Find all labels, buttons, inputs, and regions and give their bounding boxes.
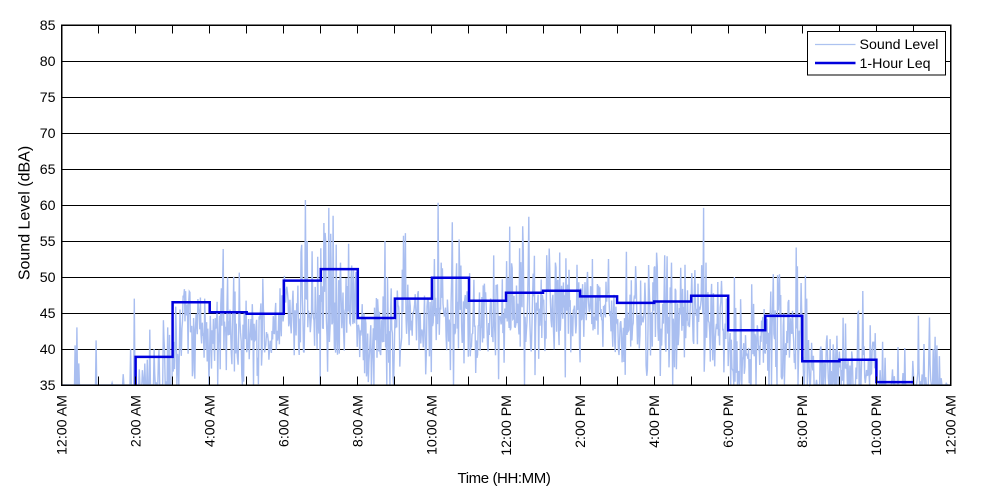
svg-text:4:00 AM: 4:00 AM (203, 395, 219, 447)
svg-text:65: 65 (40, 162, 56, 178)
svg-text:50: 50 (40, 270, 56, 286)
svg-text:6:00 AM: 6:00 AM (277, 395, 293, 447)
svg-text:1-Hour Leq: 1-Hour Leq (860, 56, 931, 72)
svg-text:70: 70 (40, 126, 56, 142)
svg-text:60: 60 (40, 198, 56, 214)
svg-text:35: 35 (40, 378, 56, 394)
svg-text:10:00 AM: 10:00 AM (425, 395, 441, 455)
svg-text:6:00 PM: 6:00 PM (721, 395, 737, 448)
svg-text:Sound Level (dBA): Sound Level (dBA) (17, 146, 34, 280)
svg-text:75: 75 (40, 90, 56, 106)
svg-text:4:00 PM: 4:00 PM (647, 395, 663, 448)
svg-text:85: 85 (40, 18, 56, 34)
svg-text:40: 40 (40, 342, 56, 358)
svg-text:2:00 AM: 2:00 AM (128, 395, 144, 447)
svg-text:8:00 AM: 8:00 AM (351, 395, 367, 447)
svg-text:80: 80 (40, 54, 56, 70)
svg-text:10:00 PM: 10:00 PM (869, 395, 885, 456)
svg-text:Time (HH:MM): Time (HH:MM) (458, 470, 551, 487)
svg-text:Sound Level: Sound Level (860, 37, 939, 53)
svg-text:2:00 PM: 2:00 PM (573, 395, 589, 448)
svg-text:12:00 AM: 12:00 AM (943, 395, 959, 455)
svg-text:45: 45 (40, 306, 56, 322)
svg-text:12:00 PM: 12:00 PM (499, 395, 515, 456)
svg-text:8:00 PM: 8:00 PM (795, 395, 811, 448)
svg-text:12:00 AM: 12:00 AM (54, 395, 70, 455)
svg-text:55: 55 (40, 234, 56, 250)
